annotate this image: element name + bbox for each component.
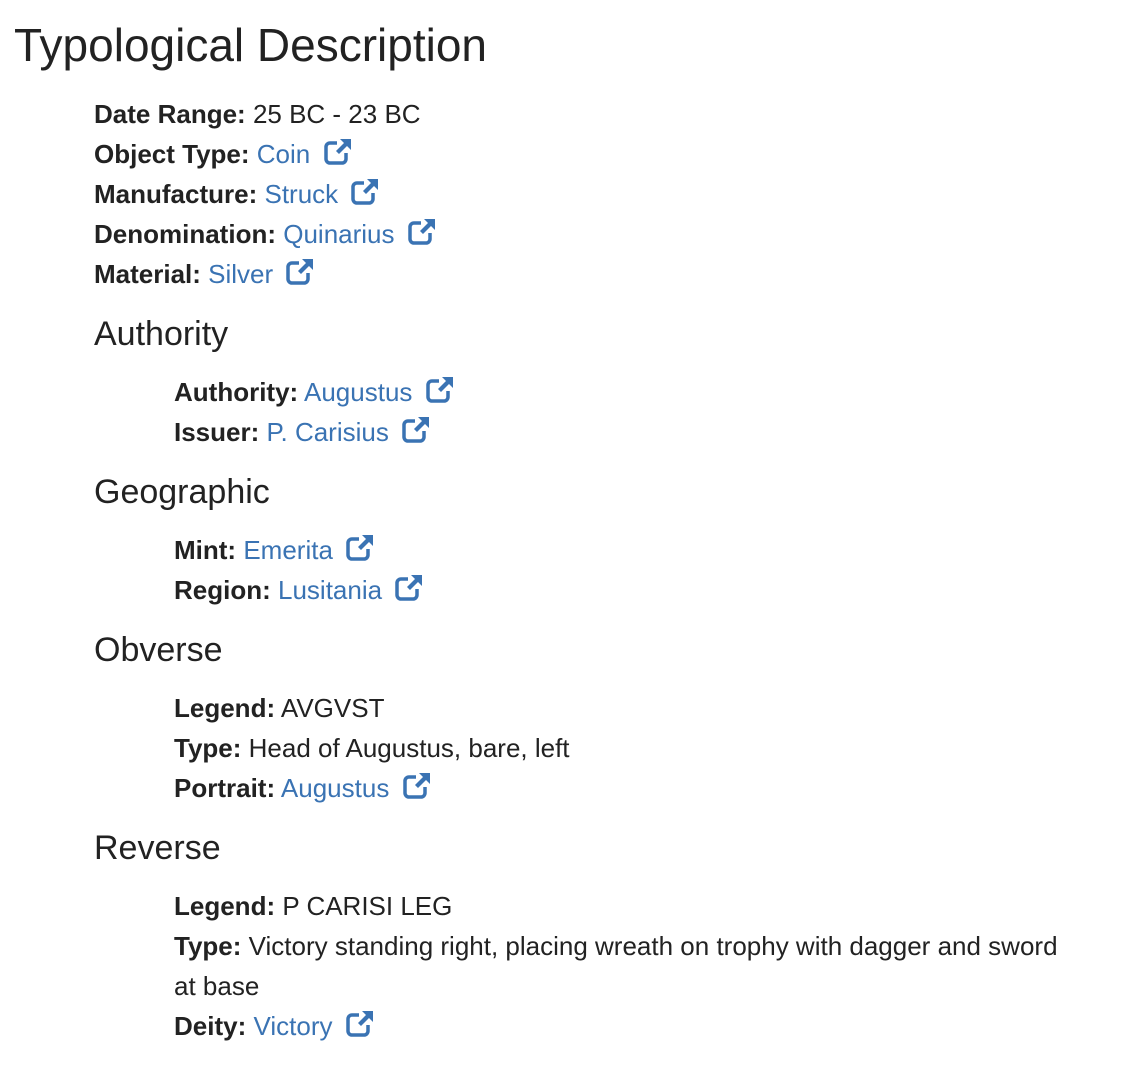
geographic-section: Geographic Mint: Emerita Region: Lusitan… xyxy=(94,472,1114,610)
page-title: Typological Description xyxy=(14,19,488,71)
field-obverse-legend: Legend: AVGVST xyxy=(174,688,1114,728)
material-link[interactable]: Silver xyxy=(208,259,274,289)
issuer-link[interactable]: P. Carisius xyxy=(266,417,389,447)
field-region: Region: Lusitania xyxy=(174,570,1114,610)
external-link-icon[interactable] xyxy=(324,138,352,166)
section-heading-geographic: Geographic xyxy=(94,473,270,511)
field-denomination: Denomination: Quinarius xyxy=(94,214,1114,254)
field-label: Legend: xyxy=(174,891,276,921)
field-label: Material: xyxy=(94,259,201,289)
field-label: Region: xyxy=(174,575,271,605)
geographic-fields: Mint: Emerita Region: Lusitania xyxy=(174,530,1114,610)
denomination-link[interactable]: Quinarius xyxy=(283,219,395,249)
field-obverse-type: Type: Head of Augustus, bare, left xyxy=(174,728,1114,768)
field-label: Portrait: xyxy=(174,773,276,803)
manufacture-link[interactable]: Struck xyxy=(264,179,339,209)
field-label: Type: xyxy=(174,931,242,961)
external-link-icon[interactable] xyxy=(426,376,454,404)
field-material: Material: Silver xyxy=(94,254,1114,294)
authority-link[interactable]: Augustus xyxy=(304,377,413,407)
obverse-fields: Legend: AVGVST Type: Head of Augustus, b… xyxy=(174,688,1114,808)
authority-fields: Authority: Augustus Issuer: P. Carisius xyxy=(174,372,1114,452)
field-reverse-type: Type: Victory standing right, placing wr… xyxy=(174,926,1074,1006)
field-deity: Deity: Victory xyxy=(174,1006,1114,1046)
external-link-icon[interactable] xyxy=(351,178,379,206)
field-label: Object Type: xyxy=(94,139,250,169)
external-link-icon[interactable] xyxy=(286,258,314,286)
mint-link[interactable]: Emerita xyxy=(243,535,333,565)
field-reverse-legend: Legend: P CARISI LEG xyxy=(174,886,1114,926)
external-link-icon[interactable] xyxy=(346,1010,374,1038)
field-authority: Authority: Augustus xyxy=(174,372,1114,412)
field-value: Victory standing right, placing wreath o… xyxy=(174,931,1058,1001)
field-issuer: Issuer: P. Carisius xyxy=(174,412,1114,452)
field-label: Authority: xyxy=(174,377,299,407)
portrait-link[interactable]: Augustus xyxy=(280,773,390,803)
field-mint: Mint: Emerita xyxy=(174,530,1114,570)
region-link[interactable]: Lusitania xyxy=(278,575,383,605)
authority-section: Authority Authority: Augustus Issuer: P.… xyxy=(94,314,1114,452)
external-link-icon[interactable] xyxy=(402,416,430,444)
external-link-icon[interactable] xyxy=(395,574,423,602)
field-label: Deity: xyxy=(174,1011,247,1041)
field-value: P CARISI LEG xyxy=(282,891,453,921)
field-value: 25 BC - 23 BC xyxy=(252,99,421,129)
object-type-link[interactable]: Coin xyxy=(256,139,311,169)
field-label: Type: xyxy=(174,733,242,763)
external-link-icon[interactable] xyxy=(346,534,374,562)
field-date-range: Date Range: 25 BC - 23 BC xyxy=(94,94,1114,134)
deity-link[interactable]: Victory xyxy=(253,1011,333,1041)
obverse-section: Obverse Legend: AVGVST Type: Head of Aug… xyxy=(94,630,1114,808)
field-value: Head of Augustus, bare, left xyxy=(248,733,570,763)
typology-fields: Date Range: 25 BC - 23 BC Object Type: C… xyxy=(94,94,1114,1046)
field-label: Date Range: xyxy=(94,99,246,129)
field-label: Mint: xyxy=(174,535,237,565)
field-portrait: Portrait: Augustus xyxy=(174,768,1114,808)
external-link-icon[interactable] xyxy=(403,772,431,800)
section-heading-reverse: Reverse xyxy=(94,829,221,867)
typological-description: Typological Description Date Range: 25 B… xyxy=(14,18,1114,1046)
field-label: Issuer: xyxy=(174,417,260,447)
field-label: Legend: xyxy=(174,693,276,723)
external-link-icon[interactable] xyxy=(408,218,436,246)
field-label: Denomination: xyxy=(94,219,276,249)
reverse-fields: Legend: P CARISI LEG Type: Victory stand… xyxy=(174,886,1114,1046)
section-heading-authority: Authority xyxy=(94,315,229,353)
reverse-section: Reverse Legend: P CARISI LEG Type: Victo… xyxy=(94,828,1114,1046)
section-heading-obverse: Obverse xyxy=(94,631,223,669)
field-manufacture: Manufacture: Struck xyxy=(94,174,1114,214)
field-object-type: Object Type: Coin xyxy=(94,134,1114,174)
field-value: AVGVST xyxy=(280,693,385,723)
field-label: Manufacture: xyxy=(94,179,258,209)
